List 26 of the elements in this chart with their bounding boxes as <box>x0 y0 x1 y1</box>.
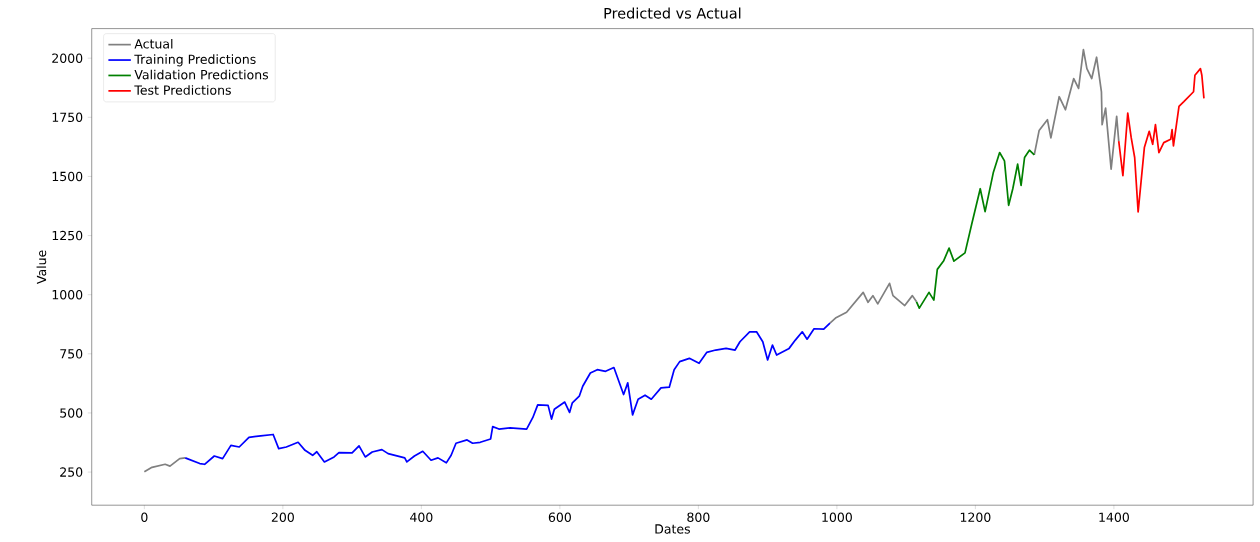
legend-label: Validation Predictions <box>134 69 269 80</box>
x-tick-label: 1200 <box>960 512 991 523</box>
x-tick-label: 600 <box>548 512 571 523</box>
y-tick-label: 1500 <box>52 171 83 182</box>
line-series <box>915 149 1036 310</box>
x-tick-label: 200 <box>271 512 294 523</box>
legend-label: Test Predictions <box>134 85 231 95</box>
legend-label: Actual <box>134 39 173 49</box>
y-tick-label: 750 <box>60 349 83 359</box>
y-tick-label: 250 <box>60 467 83 477</box>
x-tick-label: 800 <box>687 512 710 523</box>
y-tick-label: 500 <box>60 408 83 418</box>
x-axis-title: Dates <box>655 524 690 534</box>
x-tick-label: 1000 <box>822 512 852 523</box>
y-axis-title: Value <box>36 250 47 285</box>
y-tick-label: 2000 <box>52 53 83 64</box>
line-series <box>184 322 831 466</box>
x-tick-label: 1400 <box>1099 512 1129 523</box>
y-tick-label: 1750 <box>52 112 83 123</box>
y-tick-label: 1250 <box>52 230 83 241</box>
chart-title: Predicted vs Actual <box>604 7 741 19</box>
y-tick-label: 1000 <box>52 290 83 300</box>
x-tick-label: 0 <box>141 512 148 523</box>
x-tick-label: 400 <box>410 512 433 523</box>
line-series <box>1117 67 1205 213</box>
legend-label: Training Predictions <box>134 54 256 67</box>
